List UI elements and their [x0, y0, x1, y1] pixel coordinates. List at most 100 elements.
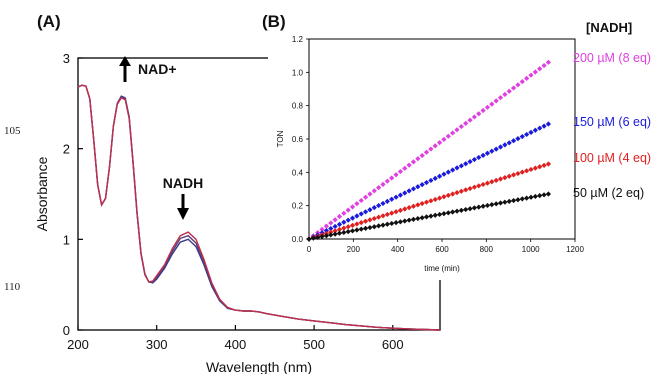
panel-a-xlabel: Wavelength (nm) [206, 359, 312, 374]
panel-b-xlabel: time (min) [424, 264, 460, 273]
b-data-point [528, 129, 534, 135]
b-data-point [358, 226, 364, 232]
b-data-point [319, 233, 325, 240]
b-data-point [519, 169, 525, 175]
b-data-point [354, 227, 360, 233]
b-data-point [376, 185, 382, 191]
b-data-point [328, 229, 334, 235]
b-data-point [532, 165, 538, 171]
b-data-point [436, 211, 443, 218]
legend-entry-0: 200 µM (8 eq) [573, 51, 651, 65]
b-data-point [519, 133, 525, 140]
b-data-point [524, 75, 530, 81]
annotation-nad-plus: NAD+ [138, 61, 177, 77]
b-data-point [410, 216, 417, 222]
b-data-point [497, 176, 504, 182]
b-data-point [515, 197, 521, 203]
b-data-point [354, 221, 360, 227]
b-data-point [371, 215, 377, 222]
b-data-point [393, 220, 399, 226]
a-xtick-label: 400 [225, 337, 247, 352]
b-data-point [362, 225, 369, 231]
panel-a-ylabel: Absorbance [34, 156, 50, 231]
b-data-point [332, 217, 338, 223]
b-data-point [402, 218, 408, 224]
b-data-point [467, 117, 473, 123]
b-data-point [471, 184, 478, 190]
b-data-point [454, 190, 460, 196]
b-data-point [362, 218, 369, 224]
b-data-point [328, 232, 334, 238]
b-data-point [428, 146, 434, 152]
b-data-point [454, 127, 460, 133]
b-ytick-label: 0.0 [292, 235, 304, 244]
a-ytick-label: 1 [63, 232, 70, 247]
b-data-point [423, 199, 430, 205]
b-data-point [502, 175, 508, 181]
b-data-point [480, 181, 486, 188]
b-data-point [537, 125, 543, 131]
b-data-point [397, 168, 404, 175]
b-data-point [345, 207, 351, 213]
b-data-point [384, 178, 390, 184]
b-data-point [480, 203, 486, 209]
b-data-point [384, 198, 390, 204]
b-series-2 [306, 161, 551, 242]
b-series-1 [306, 121, 551, 242]
b-data-point [410, 186, 417, 192]
b-data-point [349, 222, 356, 228]
b-data-point [493, 98, 499, 104]
b-data-point [454, 165, 460, 171]
b-data-point [406, 205, 412, 211]
b-data-point [306, 236, 312, 242]
b-xtick-label: 1000 [522, 245, 540, 254]
b-data-point [497, 95, 504, 101]
b-data-point [432, 212, 438, 218]
arrow-down-head [177, 208, 189, 220]
b-data-point [537, 164, 543, 170]
b-ytick-label: 1.0 [292, 68, 304, 77]
b-data-point [510, 172, 517, 178]
b-data-point [450, 209, 456, 215]
b-data-point [445, 192, 451, 198]
b-data-point [358, 211, 364, 217]
b-data-point [367, 191, 373, 197]
b-data-point [506, 198, 512, 204]
b-data-point [432, 196, 438, 203]
b-data-point [423, 179, 430, 186]
b-data-point [436, 140, 443, 146]
b-data-point [332, 231, 338, 237]
b-data-point [510, 85, 517, 91]
line-number-105: 105 [4, 125, 21, 137]
b-data-point [336, 226, 343, 233]
b-data-point [528, 72, 534, 78]
b-data-point [476, 154, 482, 161]
b-data-point [358, 220, 364, 226]
b-data-point [336, 213, 343, 220]
b-data-point [489, 179, 495, 185]
b-data-point [393, 172, 399, 178]
b-data-point [345, 217, 351, 223]
b-data-point [476, 204, 482, 210]
b-data-point [506, 88, 512, 94]
panel-b: (B) [NADH] 0.0 0.2 0.4 0.6 0.8 1.0 1.2 0 200 400… [262, 10, 663, 280]
b-data-point [441, 211, 447, 217]
b-data-point [484, 150, 491, 156]
b-data-point [336, 230, 343, 236]
b-data-point [532, 69, 538, 75]
panel-a: (A) 0 1 2 3 200 300 400 500 600 Absorbance Wave… [34, 12, 441, 374]
b-data-point [419, 200, 425, 207]
b-data-point [515, 82, 521, 88]
b-data-point [441, 194, 447, 200]
b-data-point [450, 191, 456, 197]
panel-b-label: (B) [262, 12, 286, 31]
b-data-point [502, 91, 508, 98]
b-xtick-label: 800 [480, 245, 494, 254]
b-data-point [441, 136, 447, 143]
b-data-point [541, 62, 547, 69]
b-ytick-label: 1.2 [292, 35, 304, 44]
b-data-point [410, 159, 417, 165]
b-xtick-label: 1200 [566, 245, 584, 254]
b-data-point [410, 203, 417, 209]
b-data-point [454, 208, 460, 214]
